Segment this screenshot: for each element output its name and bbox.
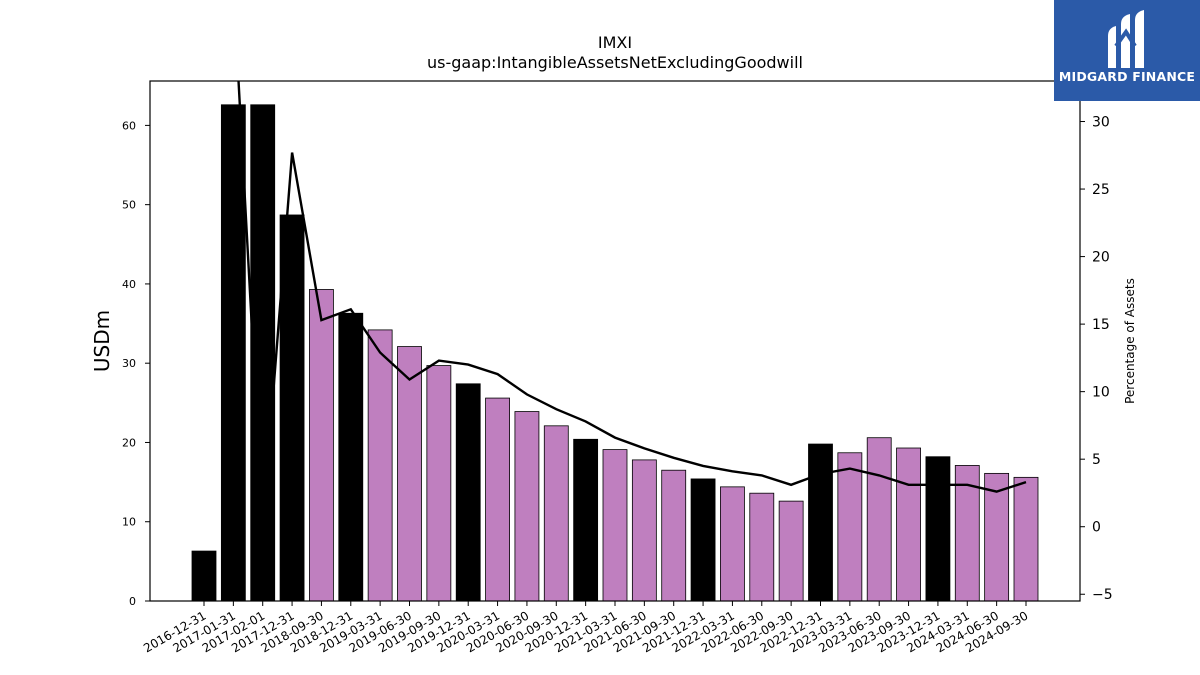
bar-2023-06-30 xyxy=(867,438,891,601)
y-tick-label-20: 20 xyxy=(122,436,136,449)
bar-2022-06-30 xyxy=(750,493,774,601)
y-axis-label: USDm xyxy=(90,310,114,372)
bar-2019-06-30 xyxy=(397,347,421,601)
bar-2019-12-31 xyxy=(456,384,480,601)
bar-2023-03-31 xyxy=(838,453,862,601)
logo-mark-icon xyxy=(1104,10,1150,70)
bar-2020-09-30 xyxy=(544,426,568,601)
bar-2021-12-31 xyxy=(691,479,715,601)
y2-tick-label--5: −5 xyxy=(1092,587,1113,603)
bar-2020-06-30 xyxy=(515,412,539,601)
bar-2021-03-31 xyxy=(603,450,627,601)
y2-tick-label-15: 15 xyxy=(1092,317,1110,333)
bar-2021-06-30 xyxy=(632,460,656,601)
brand-name: MIDGARD FINANCE xyxy=(1054,69,1200,84)
bar-2022-09-30 xyxy=(779,501,803,601)
bar-2023-09-30 xyxy=(897,448,921,601)
bar-2018-12-31 xyxy=(339,313,363,601)
bar-2023-12-31 xyxy=(926,457,950,601)
y2-tick-label-20: 20 xyxy=(1092,250,1110,266)
bar-2017-01-31 xyxy=(221,105,245,601)
y2-tick-label-30: 30 xyxy=(1092,115,1110,131)
bar-2019-03-31 xyxy=(368,330,392,601)
y2-axis-label: Percentage of Assets xyxy=(1123,278,1137,404)
brand-logo: MIDGARD FINANCE xyxy=(1054,0,1200,101)
y2-tick-label-0: 0 xyxy=(1092,520,1101,536)
bar-2016-12-31 xyxy=(192,551,216,601)
chart-area: 0102030405060 −5051015202530 2016-12-312… xyxy=(0,0,1200,675)
y-tick-label-50: 50 xyxy=(122,199,136,212)
y2-tick-label-25: 25 xyxy=(1092,182,1110,198)
bar-2020-03-31 xyxy=(486,398,510,601)
bar-2021-09-30 xyxy=(662,470,686,601)
y-tick-label-0: 0 xyxy=(129,595,136,608)
y-tick-label-30: 30 xyxy=(122,357,136,370)
bar-2018-09-30 xyxy=(309,289,333,601)
bar-2020-12-31 xyxy=(574,439,598,601)
bar-2019-09-30 xyxy=(427,366,451,601)
y-tick-label-60: 60 xyxy=(122,119,136,132)
bar-2022-12-31 xyxy=(808,444,832,601)
y-tick-label-40: 40 xyxy=(122,278,136,291)
y2-tick-label-10: 10 xyxy=(1092,385,1110,401)
y2-tick-label-5: 5 xyxy=(1092,452,1101,468)
bar-2022-03-31 xyxy=(720,487,744,601)
bar-2024-09-30 xyxy=(1014,477,1038,601)
y-tick-label-10: 10 xyxy=(122,516,136,529)
